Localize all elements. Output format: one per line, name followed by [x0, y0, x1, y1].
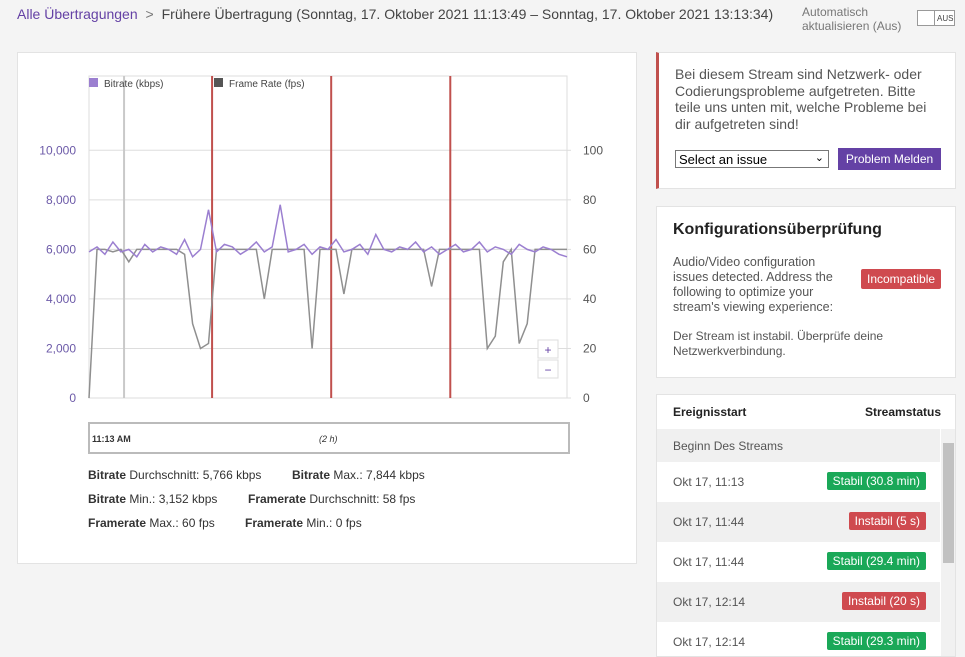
- row-start: Beginn Des Streams: [673, 439, 784, 453]
- toggle-text: AUS: [937, 14, 954, 23]
- auto-refresh-toggle[interactable]: AUS: [917, 10, 955, 26]
- stat-text: Min.: 0 fps: [306, 516, 362, 530]
- breadcrumb-link[interactable]: Alle Übertragungen: [17, 6, 138, 22]
- chart: 0 2,000 4,000 6,000 8,000 10,000 0 20 40 60 80 100 B…: [39, 75, 603, 454]
- stat-text: Max.: 60 fps: [149, 516, 215, 530]
- legend-label: Frame Rate (fps): [229, 79, 305, 90]
- y2-tick-label: 80: [583, 193, 597, 207]
- table-row: Okt 17, 11:44 Instabil (5 s): [657, 502, 940, 542]
- y2-tick-label: 40: [583, 292, 597, 306]
- legend-label: Bitrate (kbps): [104, 79, 163, 90]
- y2-tick-label: 100: [583, 143, 603, 157]
- y-tick-label: 0: [69, 391, 76, 405]
- config-title: Konfigurationsüberprüfung: [673, 221, 882, 238]
- report-button[interactable]: Problem Melden: [838, 148, 941, 170]
- stat-text: Durchschnitt: 58 fps: [309, 492, 416, 506]
- table-header: Ereignisstart: [673, 405, 747, 419]
- chart-panel: 0 2,000 4,000 6,000 8,000 10,000 0 20 40 60 80 100 B…: [17, 52, 637, 564]
- row-start: Okt 17, 12:14: [673, 595, 746, 609]
- zoom-label[interactable]: +: [544, 343, 551, 357]
- table-row: Okt 17, 11:44 Stabil (29.4 min): [657, 542, 940, 582]
- range-span: (2 h): [319, 434, 338, 444]
- legend-swatch: [89, 78, 98, 87]
- scrollbar[interactable]: [941, 429, 955, 656]
- y-tick-label: 2,000: [46, 341, 76, 355]
- range-bar: [88, 422, 570, 454]
- status-badge: Stabil (29.3 min): [826, 632, 926, 650]
- issue-panel: Bei diesem Stream sind Netzwerk- oder Co…: [656, 52, 956, 189]
- table-row: Okt 17, 11:13 Stabil (30.8 min): [657, 462, 940, 502]
- toggle-knob: [918, 11, 935, 25]
- stat-text: Max.: 7,844 kbps: [333, 468, 425, 482]
- config-note: Der Stream ist instabil. Überprüfe deine…: [673, 329, 884, 358]
- issue-select[interactable]: Select an issue ⌄: [675, 150, 829, 168]
- scrollbar-thumb[interactable]: [943, 443, 954, 563]
- table-row: Okt 17, 12:14 Instabil (20 s): [657, 582, 940, 622]
- range-start: 11:13 AM: [92, 434, 131, 444]
- status-badge: Instabil (5 s): [848, 512, 926, 530]
- stat-label: Framerate: [88, 516, 147, 530]
- stat: Bitrate Min.: 3,152 kbps: [88, 492, 217, 506]
- row-start: Okt 17, 11:44: [673, 555, 745, 569]
- stat: Framerate Min.: 0 fps: [245, 516, 362, 530]
- plot-background: [88, 75, 568, 399]
- status-badge: Stabil (29.4 min): [826, 552, 926, 570]
- select-text: Select an issue: [679, 152, 768, 167]
- config-text: Audio/Video configuration issues detecte…: [673, 255, 834, 314]
- stat: Framerate Durchschnitt: 58 fps: [248, 492, 415, 506]
- stat: Bitrate Max.: 7,844 kbps: [292, 468, 425, 482]
- stat-label: Bitrate: [88, 492, 127, 506]
- y2-tick-label: 60: [583, 242, 597, 256]
- stat-label: Bitrate: [88, 468, 127, 482]
- config-panel: Konfigurationsüberprüfung Audio/Video co…: [656, 206, 956, 378]
- select-arrow: ⌄: [814, 152, 824, 164]
- stat-label: Framerate: [248, 492, 307, 506]
- status-badge: Instabil (20 s): [841, 592, 926, 610]
- zoom-button[interactable]: [537, 339, 559, 359]
- stat: Framerate Max.: 60 fps: [88, 516, 215, 530]
- zoom-label[interactable]: −: [544, 363, 551, 377]
- y2-tick-label: 0: [583, 391, 590, 405]
- row-start: Okt 17, 11:13: [673, 475, 745, 489]
- auto-refresh-label: Automatisch aktualisieren (Aus): [802, 5, 902, 33]
- stat: Bitrate Durchschnitt: 5,766 kbps: [88, 468, 261, 482]
- row-start: Okt 17, 11:44: [673, 515, 745, 529]
- status-badge: Stabil (30.8 min): [826, 472, 926, 490]
- legend-swatch: [214, 78, 223, 87]
- stat-text: Durchschnitt: 5,766 kbps: [129, 468, 262, 482]
- breadcrumb-separator: >: [145, 6, 154, 22]
- stat-label: Bitrate: [292, 468, 331, 482]
- y2-tick-label: 20: [583, 341, 597, 355]
- breadcrumb: Alle Übertragungen > Frühere Übertragung…: [17, 6, 773, 22]
- y-tick-label: 8,000: [46, 193, 76, 207]
- row-start: Okt 17, 12:14: [673, 635, 746, 649]
- zoom-button[interactable]: [537, 359, 559, 379]
- breadcrumb-current: Frühere Übertragung (Sonntag, 17. Oktobe…: [161, 6, 774, 22]
- series-line: [88, 204, 568, 259]
- stat-label: Framerate: [245, 516, 304, 530]
- table-header: Streamstatus: [865, 405, 942, 419]
- events-table: Ereignisstart Streamstatus Beginn Des St…: [656, 394, 956, 657]
- config-badge: Incompatible: [861, 269, 942, 289]
- y-tick-label: 6,000: [46, 242, 76, 256]
- issue-text: Bei diesem Stream sind Netzwerk- oder Co…: [675, 66, 927, 132]
- y-tick-label: 4,000: [46, 292, 76, 306]
- stat-text: Min.: 3,152 kbps: [129, 492, 218, 506]
- table-row: Okt 17, 12:14 Stabil (29.3 min): [657, 622, 940, 656]
- y-tick-label: 10,000: [39, 143, 76, 157]
